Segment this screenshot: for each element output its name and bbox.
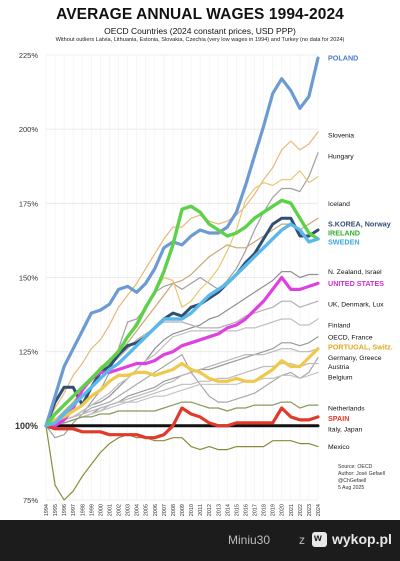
x-tick-label: 2024 — [316, 504, 322, 516]
series-line — [44, 198, 320, 428]
series-line — [44, 222, 320, 428]
x-tick-label: 2018 — [262, 504, 268, 516]
y-tick-label: 75% — [23, 496, 38, 505]
chart-title: AVERAGE ANNUAL WAGES 1994-2024 — [56, 6, 344, 23]
x-tick-label: 1998 — [80, 504, 86, 516]
footer-brand: wykop.pl — [332, 531, 392, 547]
series-line — [45, 354, 319, 427]
series-label: Hungary — [328, 153, 354, 160]
x-tick-label: 2003 — [126, 504, 132, 516]
series-label: Slovenia — [328, 133, 354, 140]
x-tick-label: 1996 — [62, 504, 68, 516]
x-tick-label: 2001 — [107, 504, 113, 516]
series-line — [45, 217, 319, 427]
footer-bar: Miniu30 z w wykop.pl — [0, 520, 400, 561]
series-label: PORTUGAL, Switz. — [328, 343, 393, 352]
series-label: Netherlands — [328, 406, 365, 413]
x-tick-label: 2019 — [271, 504, 277, 516]
x-tick-label: 2009 — [180, 504, 186, 516]
x-tick-label: 2012 — [207, 504, 213, 516]
series-line — [44, 406, 320, 440]
x-tick-label: 2004 — [135, 504, 141, 516]
x-tick-label: 2010 — [189, 504, 195, 516]
series-label: SPAIN — [328, 414, 349, 423]
x-tick-label: 2020 — [280, 504, 286, 516]
footer-username[interactable]: Miniu30 — [228, 533, 271, 547]
series-line — [45, 318, 319, 427]
y-tick-label: 200% — [19, 125, 39, 134]
x-tick-label: 2014 — [225, 504, 231, 516]
series-line — [45, 131, 319, 427]
x-tick-label: 2007 — [162, 504, 168, 516]
series-line — [45, 425, 319, 501]
chart-subtitle: OECD Countries (2024 constant prices, US… — [104, 26, 296, 36]
chart-series — [44, 56, 320, 501]
x-tick-label: 2015 — [234, 504, 240, 516]
x-tick-label: 2000 — [98, 504, 104, 516]
series-label: Austria — [328, 364, 349, 371]
series-label: Mexico — [328, 444, 350, 451]
y-tick-label: 150% — [19, 274, 39, 283]
wykop-logo[interactable]: w wykop.pl — [312, 529, 396, 551]
series-label: N. Zealand, Israel — [328, 269, 382, 276]
chart-card: AVERAGE ANNUAL WAGES 1994-2024 OECD Coun… — [0, 0, 400, 520]
x-tick-label: 1999 — [89, 504, 95, 516]
series-label: Belgium — [328, 374, 353, 381]
series-label: SWEDEN — [328, 237, 360, 246]
series-label: OECD, France — [328, 334, 373, 341]
series-line — [45, 401, 319, 427]
y-tick-label: 225% — [19, 51, 39, 60]
x-tick-label: 2017 — [253, 504, 259, 516]
source-line: Source: OECD — [338, 464, 373, 470]
x-axis: 1994 1995 1996 1997 1998 1999 2000 2001 2002 2003… — [44, 504, 322, 516]
x-tick-label: 2011 — [198, 504, 204, 516]
x-tick-label: 2006 — [153, 504, 159, 516]
series-label: Iceland — [328, 201, 350, 208]
series-line — [44, 347, 320, 428]
x-tick-label: 1995 — [53, 504, 59, 516]
x-tick-label: 1997 — [71, 504, 77, 516]
x-tick-label: 2002 — [117, 504, 123, 516]
series-label: S.KOREA, Norway — [328, 220, 391, 229]
x-tick-label: 2022 — [298, 504, 304, 516]
x-tick-label: 2013 — [216, 504, 222, 516]
x-tick-label: 2016 — [243, 504, 249, 516]
footer-separator: z — [299, 533, 305, 547]
series-label: Finland — [328, 322, 351, 329]
series-label: Italy, Japan — [328, 426, 362, 433]
source-line: @ChGefaell — [338, 478, 366, 484]
series-label: UNITED STATES — [328, 279, 384, 288]
source-line: Author: José Gefaell — [338, 471, 385, 477]
source-line: 5 Aug 2025 — [338, 485, 364, 491]
series-line — [45, 362, 319, 427]
series-label: POLAND — [328, 53, 358, 62]
x-tick-label: 2023 — [307, 504, 313, 516]
y-tick-label: 175% — [19, 199, 39, 208]
line-chart: 75% 100% 125% 150% 175% 200% 225% 1994 1995 1996… — [15, 51, 393, 516]
y-tick-label: 125% — [19, 348, 39, 357]
wykop-logo-icon: w — [312, 532, 327, 547]
series-labels: POLAND Slovenia Hungary Iceland S.KOREA, Nor… — [328, 53, 393, 451]
y-axis: 75% 100% 125% 150% 175% 200% 225% — [15, 51, 38, 505]
series-line — [45, 371, 319, 427]
series-line — [44, 56, 320, 428]
chart-note: Without outliers Latvia, Lithuania, Esto… — [55, 37, 345, 43]
x-tick-label: 2008 — [171, 504, 177, 516]
series-line — [45, 152, 319, 439]
series-label: UK, Denmark, Lux — [328, 302, 384, 309]
x-tick-label: 1994 — [44, 504, 50, 516]
x-tick-label: 2005 — [144, 504, 150, 516]
y-tick-label: 100% — [15, 421, 38, 431]
x-tick-label: 2021 — [289, 504, 295, 516]
series-label: Germany, Greece — [328, 355, 382, 362]
series-label: IRELAND — [328, 229, 360, 238]
